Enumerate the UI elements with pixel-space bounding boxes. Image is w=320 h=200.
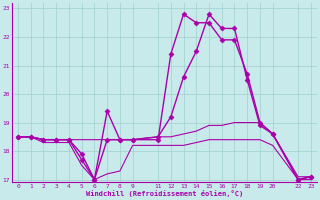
X-axis label: Windchill (Refroidissement éolien,°C): Windchill (Refroidissement éolien,°C)	[86, 190, 243, 197]
